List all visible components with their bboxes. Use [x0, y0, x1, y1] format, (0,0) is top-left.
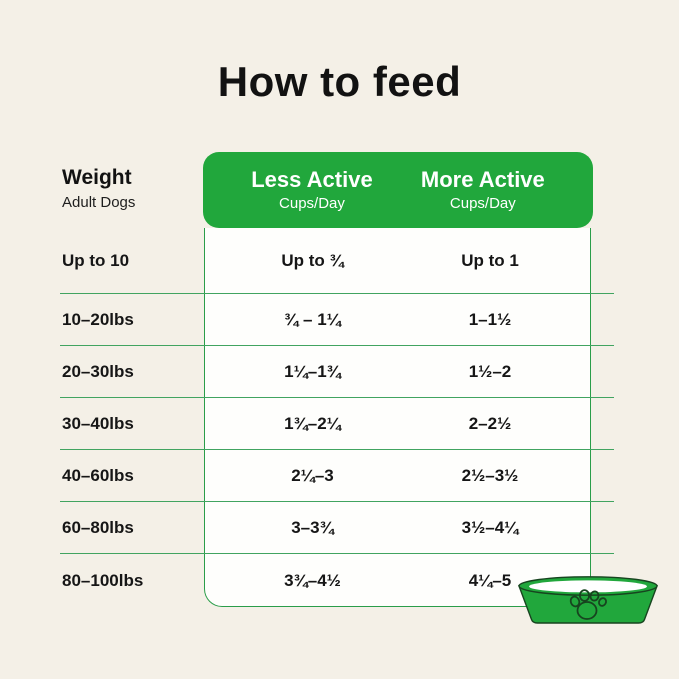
- column-header-more-active: More Active Cups/Day: [420, 166, 545, 213]
- less-active-cell: ¾ – 1¼: [284, 309, 341, 329]
- paw-print-icon: [569, 589, 607, 620]
- more-active-cell: Up to 1: [461, 250, 519, 270]
- weight-cell: 20–30lbs: [62, 361, 134, 381]
- more-active-cell: 3½–4¼: [461, 517, 519, 537]
- table-row: 40–60lbs 2¼–3 2½–3½: [60, 450, 614, 502]
- weight-cell: Up to 10: [62, 250, 130, 270]
- less-active-cell: Up to ¾: [281, 250, 344, 270]
- column-label: Less Active: [251, 166, 373, 192]
- table-body-background: [204, 228, 591, 607]
- column-unit: Cups/Day: [449, 195, 516, 213]
- table-header: Less Active Cups/Day More Active Cups/Da…: [203, 152, 593, 228]
- weight-column-header: Weight Adult Dogs: [62, 166, 135, 211]
- weight-cell: 80–100lbs: [62, 570, 144, 590]
- bowl-inside: [529, 580, 647, 593]
- page-title: How to feed: [217, 58, 462, 105]
- less-active-cell: 1¾–2¼: [284, 413, 341, 433]
- weight-sublabel: Adult Dogs: [62, 194, 136, 211]
- more-active-cell: 4¼–5: [468, 570, 512, 590]
- less-active-cell: 1¼–1¾: [284, 361, 341, 381]
- column-unit: Cups/Day: [279, 195, 345, 213]
- dog-bowl-paw-icon: [517, 576, 659, 624]
- table-row: 20–30lbs 1¼–1¾ 1½–2: [60, 346, 614, 398]
- table-row: Up to 10 Up to ¾ Up to 1: [60, 228, 614, 294]
- more-active-cell: 2–2½: [468, 413, 512, 433]
- less-active-cell: 3¾–4½: [284, 570, 341, 590]
- column-header-less-active: Less Active Cups/Day: [251, 166, 373, 213]
- column-label: More Active: [420, 166, 545, 192]
- table-row: 10–20lbs ¾ – 1¼ 1–1½: [60, 294, 614, 346]
- table-row: 80–100lbs 3¾–4½ 4¼–5: [60, 554, 614, 607]
- less-active-cell: 3–3¾: [291, 517, 334, 537]
- weight-cell: 10–20lbs: [62, 309, 134, 329]
- weight-cell: 30–40lbs: [62, 413, 134, 433]
- more-active-cell: 1½–2: [468, 361, 512, 381]
- table-row: 30–40lbs 1¾–2¼ 2–2½: [60, 398, 614, 450]
- bowl-body: [517, 585, 659, 624]
- weight-label: Weight: [62, 166, 132, 189]
- table-rows: Up to 10 Up to ¾ Up to 1 10–20lbs ¾ – 1¼…: [60, 228, 614, 607]
- weight-cell: 60–80lbs: [62, 517, 134, 537]
- weight-cell: 40–60lbs: [62, 465, 134, 485]
- more-active-cell: 1–1½: [468, 309, 512, 329]
- more-active-cell: 2½–3½: [461, 465, 519, 485]
- table-row: 60–80lbs 3–3¾ 3½–4¼: [60, 502, 614, 554]
- less-active-cell: 2¼–3: [291, 465, 334, 485]
